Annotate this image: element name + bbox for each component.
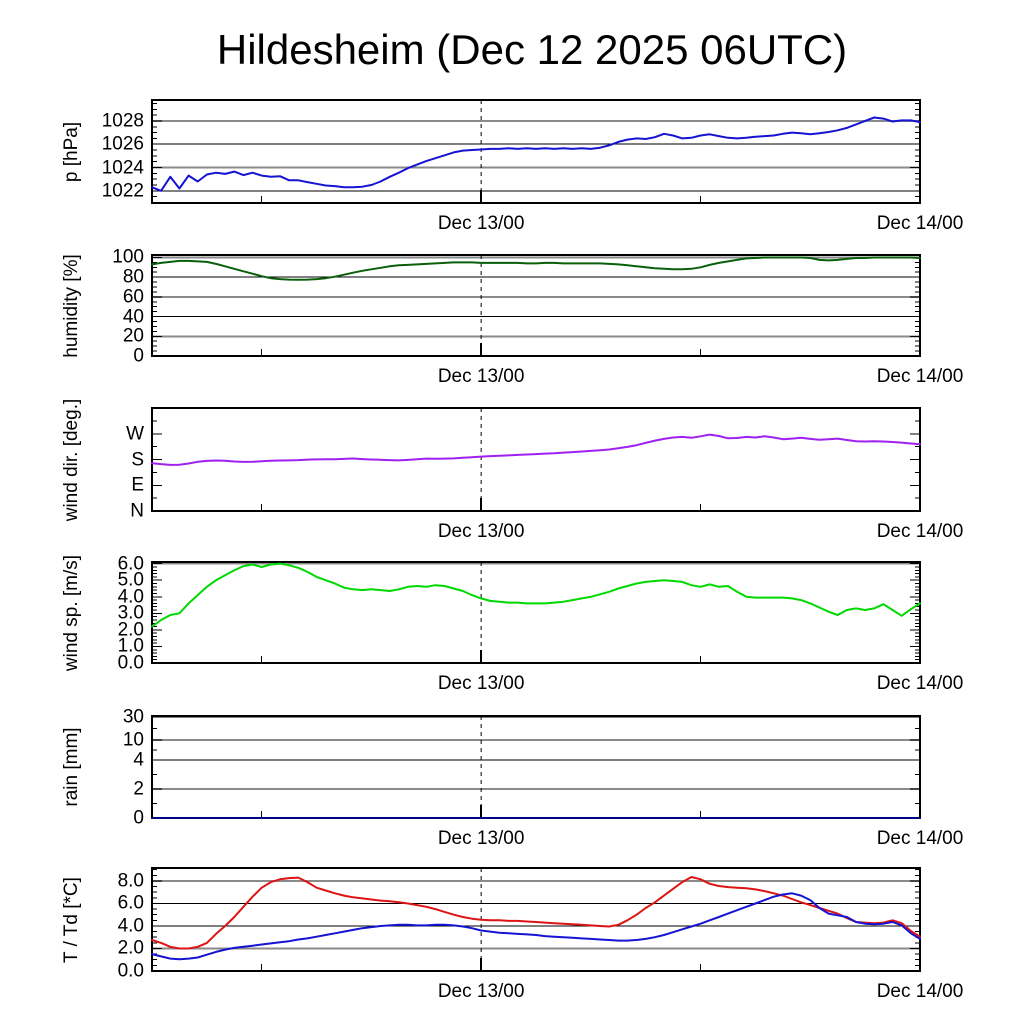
y-tick-label: 2.0 [117,937,144,959]
y-tick-label: 1024 [101,157,144,178]
x-tick-label: Dec 14/00 [876,213,964,234]
y-tick-label: E [131,474,144,496]
wind-direction-line [151,433,921,466]
x-tick-label: Dec 14/00 [876,366,964,387]
temperature-line [151,876,921,950]
x-tick-label: Dec 13/00 [437,673,525,694]
y-tick-label: W [126,423,144,445]
panel-border [151,867,921,972]
pressure-line [151,116,921,192]
y-tick-label: 0 [133,807,144,829]
x-tick-label: Dec 13/00 [437,981,525,1002]
panel-border [151,99,921,204]
panel-wind_speed [151,561,921,664]
wind-speed-line [151,562,921,628]
dewpoint-line [151,892,921,961]
x-tick-label: Dec 14/00 [876,673,964,694]
y-tick-label: 20 [122,325,144,347]
panel-border [151,407,921,512]
y-tick-label: 8.0 [117,870,144,892]
y-tick-label: 0.0 [117,652,144,674]
y-tick-label: 80 [122,266,144,288]
y-tick-label: 40 [122,306,144,328]
y-tick-label: 0 [133,345,144,367]
x-tick-label: Dec 14/00 [876,521,964,542]
y-tick-label: 1026 [101,133,144,155]
panel-border [151,715,921,819]
panel-rain [151,715,921,819]
y-tick-label: 6.0 [117,892,144,914]
panel-border [151,561,921,664]
y-tick-label: 5.0 [117,569,144,591]
y-tick-label: 4.0 [117,915,144,937]
relative-humidity-line [151,256,921,281]
y-tick-label: N [130,500,144,522]
y-tick-label: 0.0 [117,960,144,982]
chart-title: Hildesheim (Dec 12 2025 06UTC) [216,26,848,73]
y-tick-label: 2.0 [117,619,144,641]
y-tick-label: 1028 [101,110,144,132]
y-tick-label: 100 [112,246,144,268]
x-tick-label: Dec 13/00 [437,828,525,849]
panel-pressure [151,99,921,204]
y-tick-label: 1022 [101,180,144,202]
y-tick-label: 2 [133,778,144,800]
y-tick-label: 60 [122,286,144,308]
y-tick-label: 3.0 [117,602,144,624]
x-tick-label: Dec 13/00 [437,366,525,387]
y-tick-label: 4.0 [117,586,144,608]
panel-wind_direction [151,407,921,512]
y-tick-label: 10 [122,729,144,751]
panel-border [151,254,921,357]
x-tick-label: Dec 13/00 [437,213,525,234]
y-tick-label: 4 [133,749,144,771]
y-tick-label: 30 [122,706,144,728]
x-tick-label: Dec 14/00 [876,828,964,849]
y-tick-label: S [131,449,144,470]
x-tick-label: Dec 14/00 [876,981,964,1002]
panel-temperature_dewpoint [151,867,921,972]
panel-humidity [151,254,921,357]
y-tick-label: 1.0 [117,635,144,657]
x-tick-label: Dec 13/00 [437,521,525,542]
y-tick-label: 6.0 [117,553,144,575]
